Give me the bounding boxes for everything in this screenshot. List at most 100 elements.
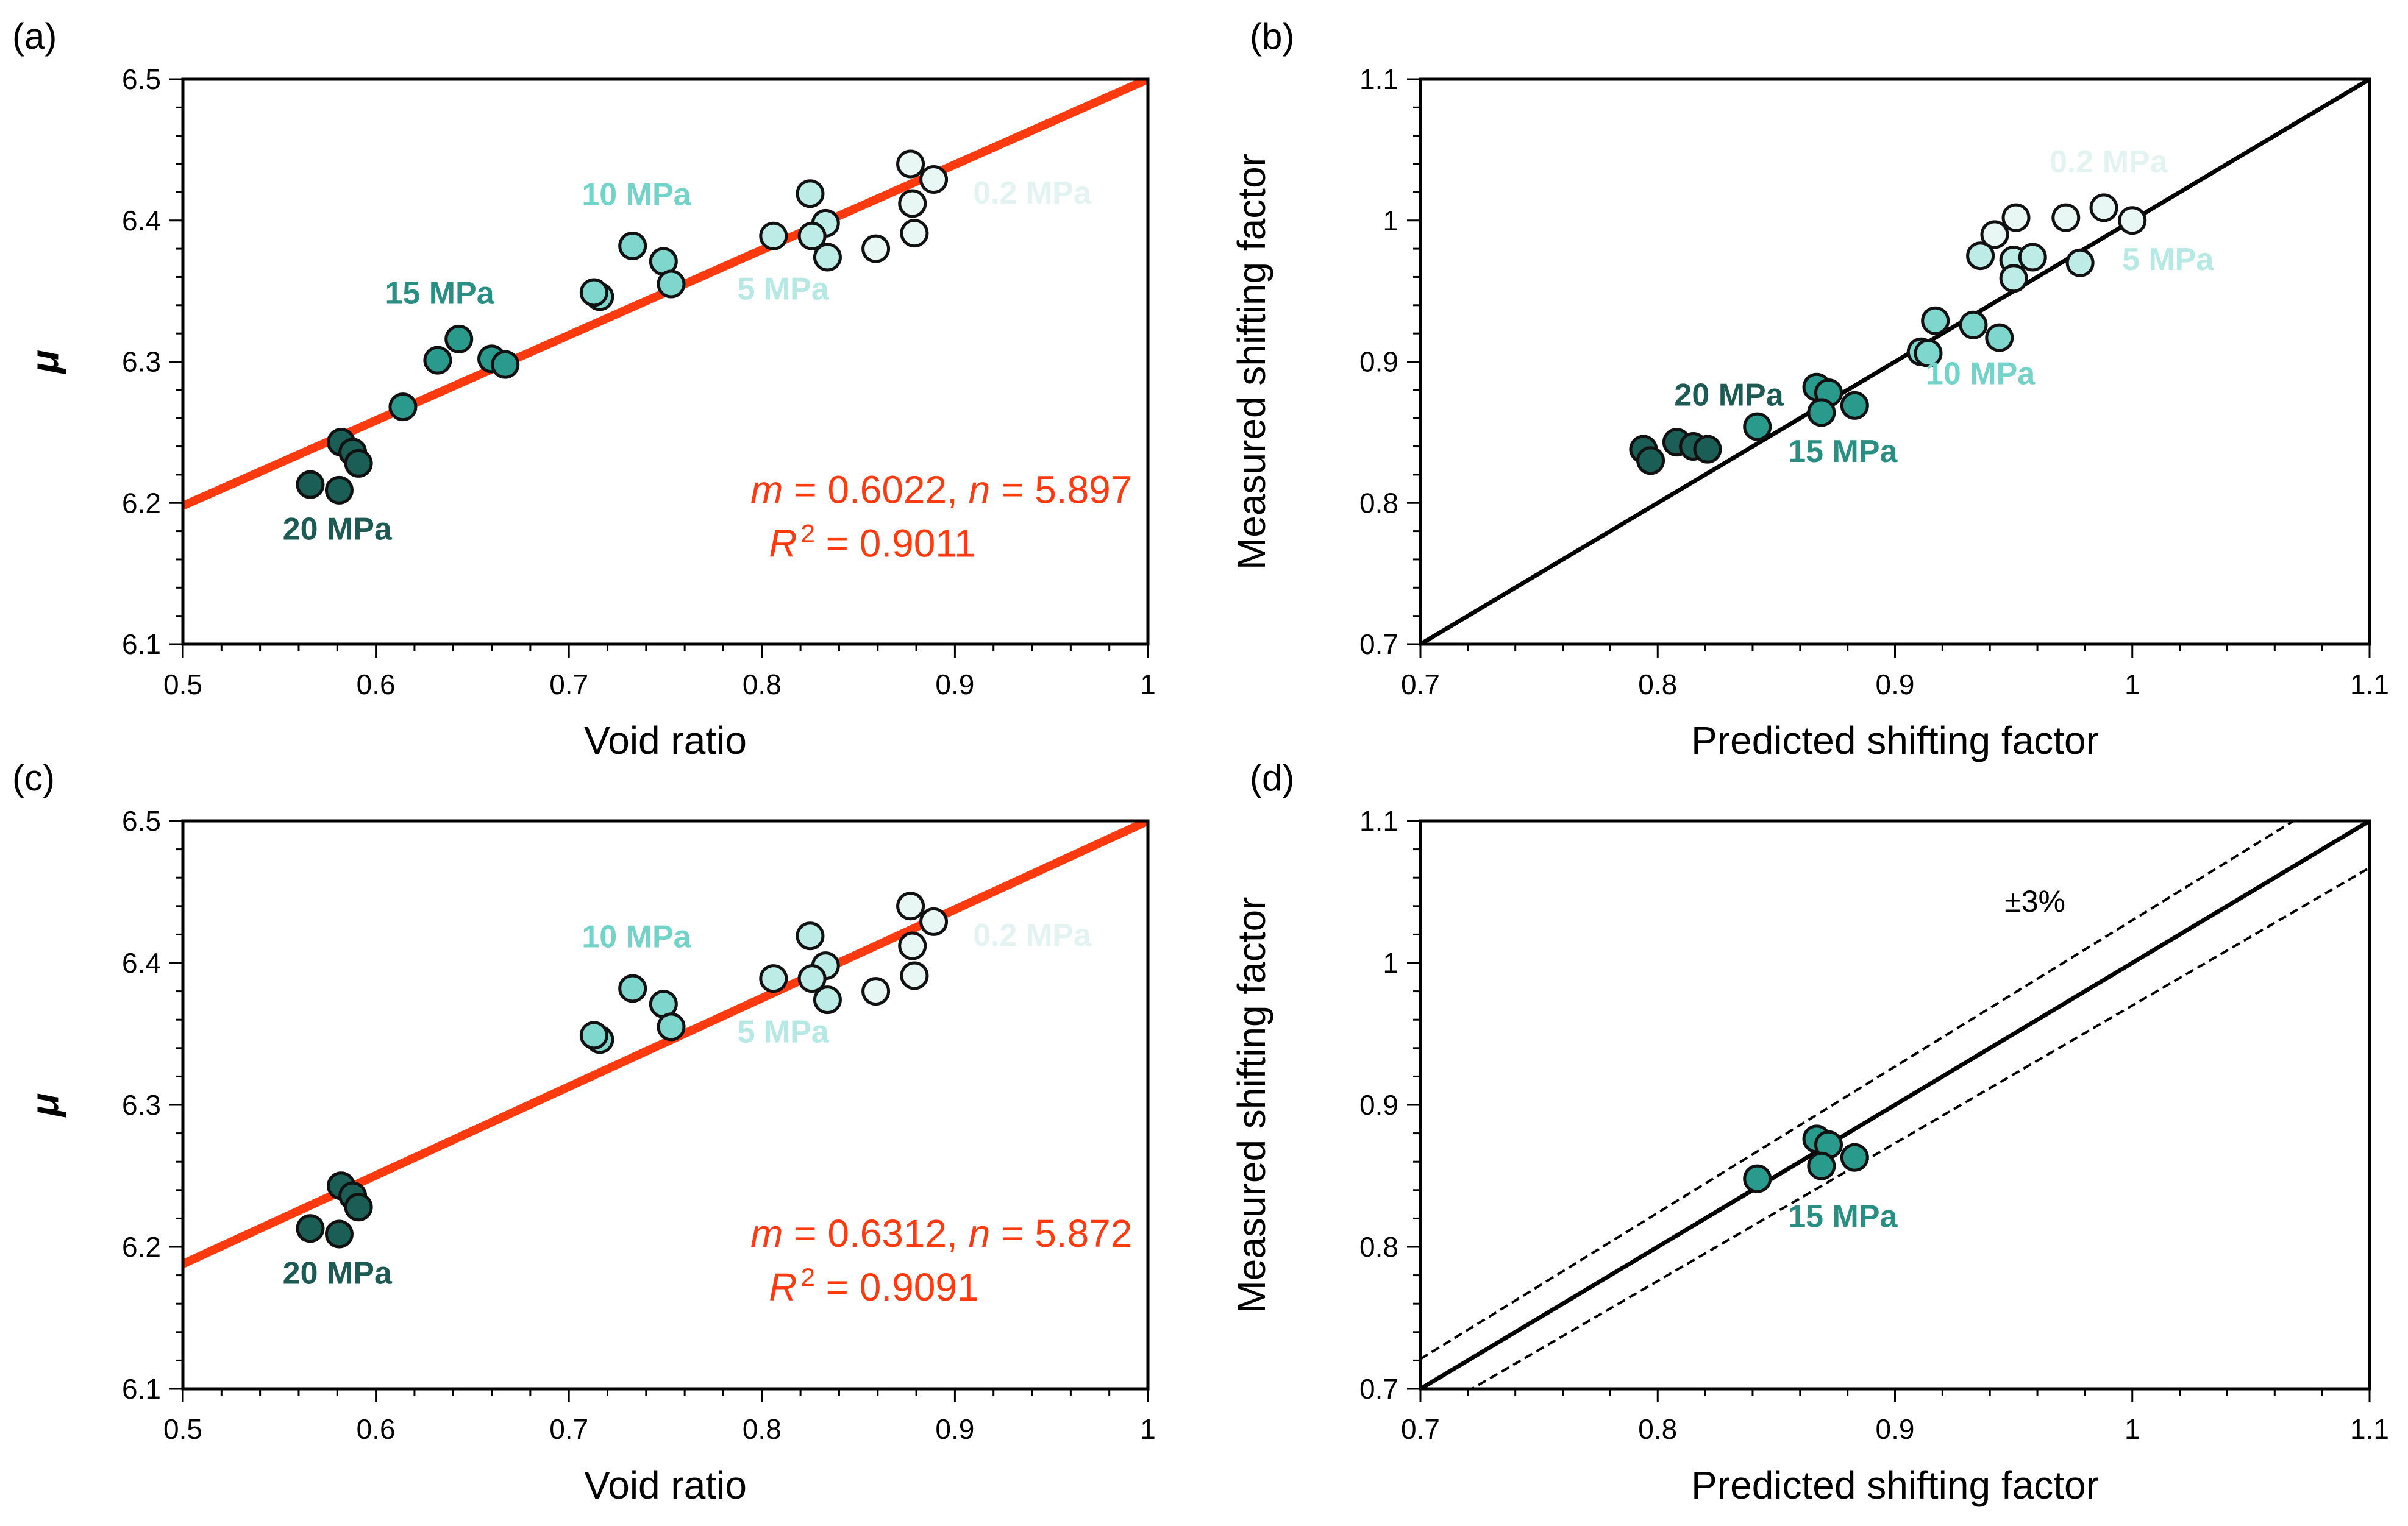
lower-band-line [1469,867,2370,1389]
x-tick-label: 0.8 [1638,1413,1677,1445]
data-point-15-mpa [423,346,452,375]
data-point-15-mpa [1807,1151,1836,1180]
data-point-0-2-mpa [861,977,891,1006]
data-point-5-mpa [1966,241,1995,271]
fit-equation-part: = 0.6022, [783,467,968,511]
group-label: 5 MPa [2122,242,2214,277]
group-label: 0.2 MPa [973,918,1092,953]
data-point-20-mpa [1636,446,1665,475]
data-point-10-mpa [1914,339,1943,368]
x-tick-label: 0.6 [357,669,396,700]
data-point-10-mpa [657,1012,686,1042]
data-point-5-mpa [796,921,825,951]
group-label: 10 MPa [1926,357,2036,392]
x-tick-label: 1 [2125,669,2140,700]
y-tick-label: 1 [1383,205,1398,236]
x-tick-label: 0.7 [549,669,588,700]
group-label: 10 MPa [582,919,691,954]
data-point-5-mpa [813,985,842,1015]
band-label: ±3% [2004,884,2065,918]
data-point-0-2-mpa [2001,203,2031,232]
r-label: R [769,521,797,565]
panel-c: (c) 0.5 0.6 0.7 0.8 0.9 1 6.1 6.2 6.3 6.4 6.5 Void r… [12,758,1156,1507]
x-tick-label: 0.5 [163,669,202,700]
panel-letter: (b) [1250,16,1294,57]
data-point-5-mpa [797,964,827,993]
data-point-0-2-mpa [2051,203,2081,232]
y-tick-label: 0.8 [1359,1231,1398,1263]
data-point-20-mpa [296,1214,325,1243]
y-tick-label: 6.4 [122,205,161,236]
data-point-0-2-mpa [900,961,929,990]
plot-frame [181,819,1150,1391]
data-point-5-mpa [759,964,788,993]
data-point-10-mpa [1959,310,1988,339]
data-point-0-2-mpa [919,165,949,194]
r-label: R [769,1265,797,1309]
data-point-0-2-mpa [2118,206,2147,235]
y-axis-title: μ [23,350,66,375]
group-label: 5 MPa [737,1014,829,1049]
x-axis-title: Void ratio [584,1463,747,1507]
x-tick-label: 0.9 [1876,1413,1915,1445]
y-tick-label: 6.1 [122,1373,161,1405]
group-label: 20 MPa [283,512,393,547]
y-tick-label: 0.7 [1359,628,1398,660]
y-tick-label: 6.3 [122,1089,161,1121]
data-point-10-mpa [1921,306,1950,335]
panel-a: (a) 0.5 0.6 0.7 0.8 0.9 1 6.1 6.2 6.3 6.4 6.5 Void r… [12,16,1156,762]
data-point-5-mpa [2018,243,2047,272]
fit-equation-part: = 5.897 [990,467,1132,511]
x-tick-label: 1.1 [2350,669,2389,700]
data-point-15-mpa [1840,391,1869,420]
panel-d: (d) 0.7 0.8 0.9 1 1.1 0.7 0.8 0.9 1 1.1 Predicted s… [1230,758,2389,1507]
x-axis-title: Void ratio [584,719,747,762]
identity-line [1420,79,2370,644]
data-point-15-mpa [1840,1143,1869,1172]
x-tick-label: 0.8 [743,669,782,700]
y-tick-label: 1.1 [1359,63,1398,95]
fit-equation-part: m [750,1212,783,1255]
x-axis-title: Predicted shifting factor [1691,1463,2099,1507]
panel-letter: (a) [12,16,57,57]
y-axis-title: μ [23,1093,66,1118]
y-tick-label: 1.1 [1359,805,1398,837]
group-label: 0.2 MPa [2050,144,2168,180]
r-superscript: 2 [800,1263,814,1291]
data-point-20-mpa [1693,435,1722,464]
data-point-10-mpa [657,269,686,299]
y-axis-title: Measured shifting factor [1230,154,1273,570]
fit-equation: m = 0.6312, n = 5.872 [750,1212,1132,1255]
data-point-20-mpa [344,449,373,478]
data-point-5-mpa [813,243,842,272]
x-tick-label: 0.7 [1401,1413,1440,1445]
data-point-0-2-mpa [898,931,927,960]
y-tick-label: 0.9 [1359,346,1398,378]
plot-frame [1419,819,2371,1391]
data-point-0-2-mpa [900,219,929,248]
y-tick-label: 0.9 [1359,1089,1398,1121]
data-point-15-mpa [1743,1164,1772,1193]
x-tick-label: 0.8 [743,1413,782,1445]
data-point-5-mpa [796,179,825,208]
x-tick-label: 0.7 [549,1413,588,1445]
data-point-5-mpa [797,221,827,250]
y-tick-label: 6.3 [122,346,161,378]
data-point-10-mpa [618,974,647,1003]
fit-equation-part: = 0.6312, [783,1212,968,1255]
x-tick-label: 1 [2125,1413,2140,1445]
data-point-20-mpa [344,1193,373,1222]
fit-line [183,821,1148,1268]
data-point-0-2-mpa [861,234,891,263]
r-value: = 0.9091 [815,1265,979,1309]
data-point-10-mpa [1985,323,2014,352]
panel-letter: (c) [12,758,55,798]
fit-equation-part: m [750,467,783,511]
x-tick-label: 0.9 [1876,669,1915,700]
data-point-10-mpa [579,278,608,307]
fit-equation-part: n [969,467,991,511]
data-point-20-mpa [324,1219,354,1249]
fit-equation: m = 0.6022, n = 5.897 [750,467,1132,511]
data-point-0-2-mpa [896,149,925,179]
